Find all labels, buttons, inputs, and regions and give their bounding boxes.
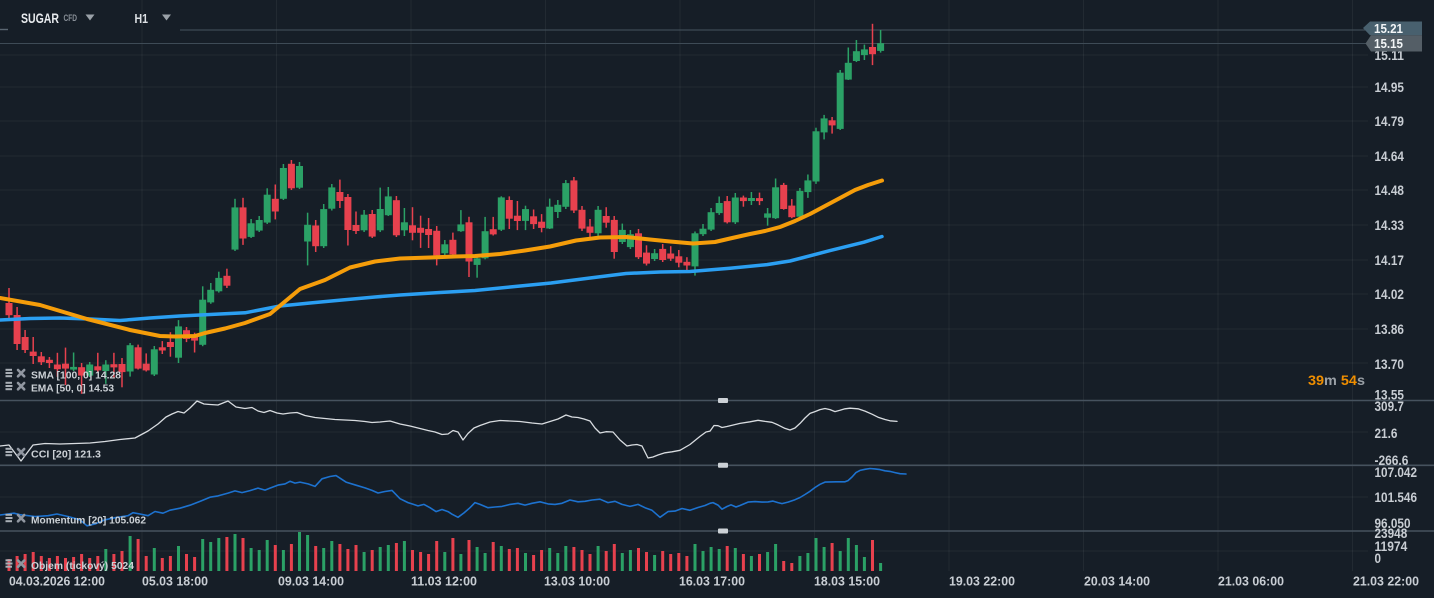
svg-text:13.55: 13.55: [1375, 388, 1405, 403]
svg-text:21.03 22:00: 21.03 22:00: [1353, 575, 1419, 589]
svg-text:96.050: 96.050: [1375, 516, 1411, 531]
svg-text:CFD: CFD: [64, 13, 78, 24]
svg-text:09.03 14:00: 09.03 14:00: [278, 575, 344, 589]
svg-text:14.33: 14.33: [1375, 218, 1405, 233]
svg-text:23948: 23948: [1375, 526, 1408, 541]
svg-text:13.70: 13.70: [1375, 357, 1404, 372]
svg-text:21.03 06:00: 21.03 06:00: [1218, 575, 1284, 589]
svg-text:14.48: 14.48: [1375, 183, 1405, 198]
svg-text:CCI [20] 121.3: CCI [20] 121.3: [31, 449, 101, 460]
svg-text:SUGAR: SUGAR: [21, 10, 59, 26]
svg-text:-266.6: -266.6: [1375, 453, 1409, 468]
svg-text:SMA [100, 0] 14.28: SMA [100, 0] 14.28: [31, 370, 121, 381]
svg-text:19.03 22:00: 19.03 22:00: [949, 575, 1015, 589]
svg-text:18.03 15:00: 18.03 15:00: [814, 575, 880, 589]
svg-text:39m 54s: 39m 54s: [1308, 373, 1365, 388]
svg-text:14.17: 14.17: [1375, 253, 1404, 268]
svg-text:14.64: 14.64: [1375, 149, 1405, 164]
svg-text:13.03 10:00: 13.03 10:00: [544, 575, 610, 589]
svg-text:309.7: 309.7: [1375, 399, 1404, 414]
svg-text:15.11: 15.11: [1375, 48, 1405, 63]
svg-text:0: 0: [1375, 551, 1382, 566]
svg-text:11.03 12:00: 11.03 12:00: [411, 575, 477, 589]
svg-text:15.15: 15.15: [1374, 37, 1403, 51]
svg-text:Objem (tickový) 5024: Objem (tickový) 5024: [31, 561, 134, 572]
svg-text:107.042: 107.042: [1375, 465, 1418, 480]
svg-text:H1: H1: [135, 11, 149, 26]
svg-text:101.546: 101.546: [1375, 490, 1418, 505]
svg-text:15.21: 15.21: [1374, 22, 1403, 36]
svg-text:16.03 17:00: 16.03 17:00: [679, 575, 745, 589]
svg-text:EMA [50, 0] 14.53: EMA [50, 0] 14.53: [31, 383, 114, 394]
svg-text:20.03 14:00: 20.03 14:00: [1084, 575, 1150, 589]
svg-text:13.86: 13.86: [1375, 322, 1405, 337]
svg-text:21.6: 21.6: [1375, 426, 1398, 441]
svg-text:05.03 18:00: 05.03 18:00: [142, 575, 208, 589]
svg-text:14.79: 14.79: [1375, 114, 1404, 129]
svg-text:14.02: 14.02: [1375, 287, 1404, 302]
svg-text:04.03.2026 12:00: 04.03.2026 12:00: [9, 575, 105, 589]
svg-text:14.95: 14.95: [1375, 80, 1405, 95]
svg-text:Momentum [20] 105.062: Momentum [20] 105.062: [31, 515, 146, 526]
svg-text:11974: 11974: [1375, 539, 1408, 554]
